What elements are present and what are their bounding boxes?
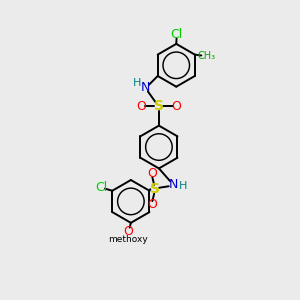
Text: N: N [140, 81, 150, 94]
Text: S: S [154, 99, 164, 113]
Text: O: O [171, 100, 181, 113]
Text: O: O [137, 100, 147, 113]
Text: H: H [178, 181, 187, 191]
Text: CH₃: CH₃ [197, 51, 215, 61]
Text: H: H [132, 77, 141, 88]
Text: O: O [147, 198, 157, 211]
Text: methoxy: methoxy [109, 235, 148, 244]
Text: Cl: Cl [171, 28, 183, 41]
Text: N: N [169, 178, 178, 191]
Text: Cl: Cl [95, 181, 107, 194]
Text: O: O [124, 225, 134, 238]
Text: O: O [147, 167, 157, 180]
Text: S: S [150, 182, 160, 196]
